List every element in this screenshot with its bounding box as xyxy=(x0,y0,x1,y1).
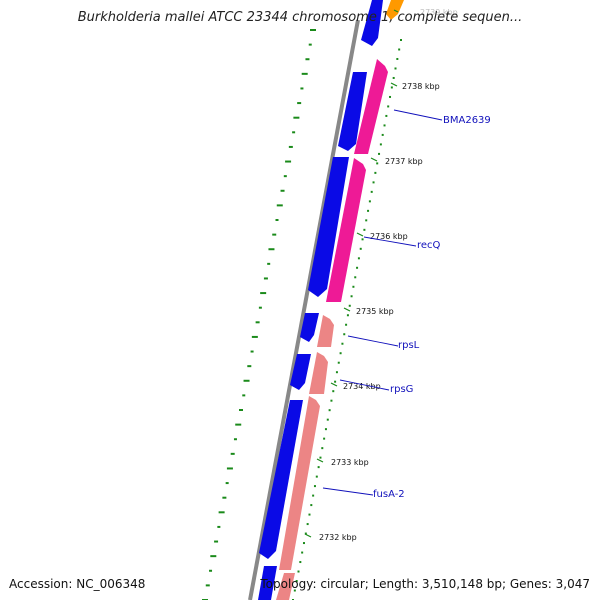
scale-label: 2732 kbp xyxy=(319,533,357,542)
gc-skew-track xyxy=(202,29,402,600)
scale-label: 2733 kbp xyxy=(331,458,369,467)
scale-tick xyxy=(330,382,338,387)
scale-tick xyxy=(390,82,398,87)
scale-labels: 2739 kbp 2738 kbp 2737 kbp 2736 kbp 2735… xyxy=(319,8,458,542)
cds-feature[interactable] xyxy=(290,354,311,390)
leader-line xyxy=(393,109,443,121)
scale-tick xyxy=(343,307,351,312)
scale-label: 2738 kbp xyxy=(402,82,440,91)
scale-track xyxy=(304,9,399,538)
scale-label: 2735 kbp xyxy=(356,307,394,316)
cds-feature[interactable] xyxy=(259,400,303,559)
gene-label-bma2639[interactable]: BMA2639 xyxy=(443,115,491,126)
gene-labels: BMA2639 recQ rpsL rpsG fusA-2 xyxy=(373,115,491,500)
gene-feature[interactable] xyxy=(326,158,366,302)
accession-text: Accession: NC_006348 xyxy=(9,577,146,591)
scale-label: 2736 kbp xyxy=(370,232,408,241)
backbone-line xyxy=(248,19,360,600)
gene-feature[interactable] xyxy=(276,573,295,600)
cds-track xyxy=(258,0,383,600)
scale-label: 2734 kbp xyxy=(343,382,381,391)
leader-line xyxy=(322,487,374,496)
scale-label: 2737 kbp xyxy=(385,157,423,166)
topology-text: Topology: circular; Length: 3,510,148 bp… xyxy=(260,577,590,591)
gene-feature[interactable] xyxy=(317,315,334,347)
cds-feature[interactable] xyxy=(361,0,383,46)
leader-line xyxy=(363,236,417,247)
cds-feature[interactable] xyxy=(338,72,367,151)
gene-feature[interactable] xyxy=(354,59,388,154)
gene-label-fusa2[interactable]: fusA-2 xyxy=(373,489,405,500)
gene-label-rpsg[interactable]: rpsG xyxy=(390,384,413,395)
gene-feature[interactable] xyxy=(309,352,328,394)
gene-track xyxy=(276,0,404,600)
scale-tick xyxy=(304,533,312,538)
scale-tick xyxy=(356,232,364,237)
gene-label-rpsl[interactable]: rpsL xyxy=(398,340,420,351)
leader-line xyxy=(339,379,390,391)
gene-label-recq[interactable]: recQ xyxy=(417,240,441,251)
cds-feature[interactable] xyxy=(300,313,319,342)
cds-feature[interactable] xyxy=(258,566,277,600)
scale-tick xyxy=(370,157,378,162)
cds-feature[interactable] xyxy=(308,157,349,297)
map-title: Burkholderia mallei ATCC 23344 chromosom… xyxy=(77,10,523,25)
scale-tick xyxy=(393,9,399,13)
leader-line xyxy=(347,335,399,347)
scale-tick xyxy=(316,458,324,463)
label-leaders xyxy=(322,109,443,496)
scale-label: 2739 kbp xyxy=(420,8,458,17)
gene-feature[interactable] xyxy=(279,396,320,570)
